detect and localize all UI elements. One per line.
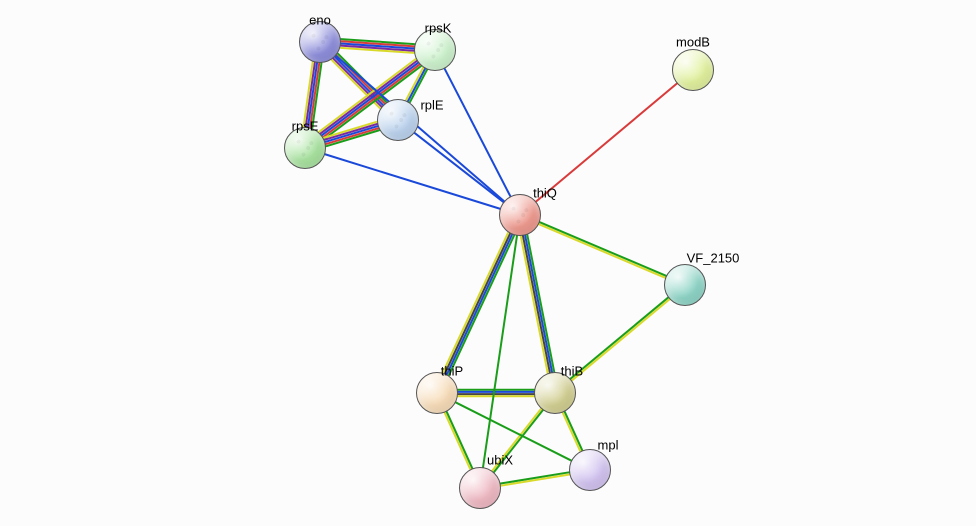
edge-eno-rpsE (304, 62, 313, 126)
edge-thiQ-ubiX (483, 236, 517, 467)
edge-eno-rplE (332, 60, 380, 108)
edge-thiQ-thiB (521, 236, 548, 373)
node-label-VF_2150: VF_2150 (687, 251, 740, 266)
protein-structure-icon (289, 132, 321, 164)
edge-eno-rpsE (306, 62, 315, 126)
protein-structure-icon (419, 34, 451, 66)
edge-thiQ-thiB (525, 235, 552, 372)
node-modB[interactable] (672, 49, 714, 91)
edge-rplE-rpsE (325, 126, 378, 142)
node-thiP[interactable] (416, 372, 458, 414)
edge-eno-rpsK (341, 39, 414, 44)
edge-thiQ-thiP (449, 235, 514, 375)
node-label-ubiX: ubiX (487, 453, 513, 468)
edge-eno-rplE (333, 58, 381, 106)
edge-rplE-rpsE (324, 122, 377, 138)
edge-eno-rpsK (341, 41, 414, 46)
edge-ubiX-mpl (501, 474, 570, 485)
edge-thiQ-VF_2150 (539, 224, 665, 278)
node-label-rplE: rplE (420, 98, 443, 113)
node-thiQ[interactable] (499, 194, 541, 236)
edge-thiB-mpl (565, 412, 583, 451)
edge-thiB-VF_2150 (570, 298, 668, 379)
edge-thiQ-thiP (443, 233, 508, 373)
edge-thiP-ubiX (445, 413, 471, 470)
edge-thiB-VF_2150 (572, 299, 670, 380)
edge-eno-rpsE (308, 63, 317, 127)
node-label-modB: modB (676, 35, 710, 50)
node-label-mpl: mpl (598, 438, 619, 453)
edge-thiQ-thiP (445, 234, 510, 374)
node-VF_2150[interactable] (664, 264, 706, 306)
edge-thiP-ubiX (447, 412, 473, 469)
edge-thiQ-VF_2150 (540, 222, 666, 276)
edge-rpsK-rplE (408, 69, 425, 102)
node-rpsK[interactable] (414, 29, 456, 71)
node-rpsE[interactable] (284, 127, 326, 169)
edge-eno-rpsE (312, 63, 321, 127)
edge-thiQ-thiB (523, 236, 550, 373)
edge-thiQ-thiB (527, 235, 554, 372)
node-eno[interactable] (299, 21, 341, 63)
edge-eno-rpsE (310, 63, 319, 127)
edge-thiQ-thiP (447, 235, 512, 375)
edge-rpsE-thiQ (325, 154, 500, 209)
edge-thiB-ubiX (494, 410, 543, 472)
edge-rpsK-rplE (410, 70, 427, 103)
edge-rplE-rpsE (326, 130, 379, 146)
node-mpl[interactable] (569, 449, 611, 491)
edge-eno-rplE (335, 57, 383, 105)
edge-rpsK-thiQ (445, 69, 511, 197)
edge-eno-rpsK (341, 48, 414, 53)
edge-rpsK-rplE (406, 68, 423, 101)
edge-eno-rpsK (341, 46, 414, 51)
edge-eno-rplE (338, 54, 386, 102)
protein-structure-icon (304, 26, 336, 58)
edge-rplE-rpsE (324, 124, 377, 140)
edge-thiB-mpl (563, 413, 581, 452)
edge-eno-rpsK (341, 43, 414, 48)
edge-thiB-ubiX (492, 409, 541, 471)
protein-structure-icon (504, 199, 536, 231)
edge-rplE-rpsE (326, 128, 379, 144)
edge-eno-rplE (336, 55, 384, 103)
node-rplE[interactable] (377, 99, 419, 141)
node-thiB[interactable] (534, 372, 576, 414)
edges-layer (0, 0, 976, 526)
protein-structure-icon (382, 104, 414, 136)
network-diagram: enorpsKrplErpsEmodBthiQVF_2150thiPthiBub… (0, 0, 976, 526)
node-label-thiQ: thiQ (533, 186, 557, 201)
edge-eno-thiQ (336, 56, 504, 202)
edge-ubiX-mpl (501, 472, 570, 483)
edge-modB-thiQ (536, 83, 677, 201)
node-ubiX[interactable] (459, 467, 501, 509)
edge-rplE-thiQ (415, 133, 504, 202)
